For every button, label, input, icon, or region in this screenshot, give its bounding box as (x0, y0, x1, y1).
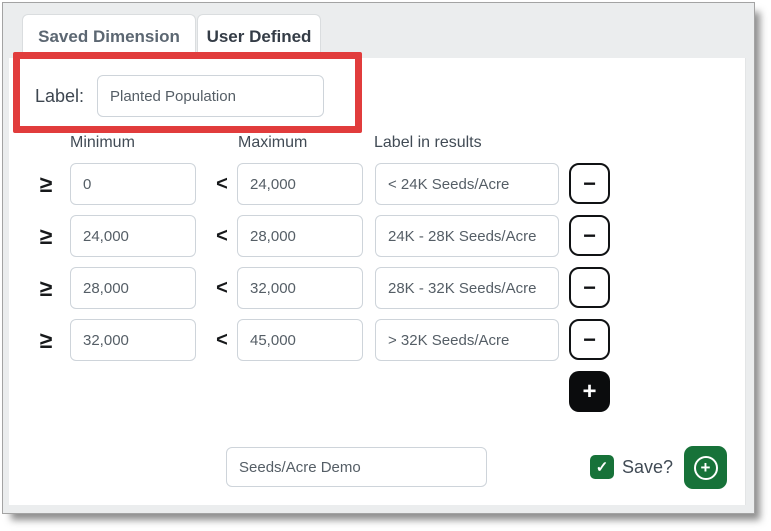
save-checkbox-label: Save? (622, 456, 674, 477)
checkmark-icon: ✓ (595, 459, 609, 476)
column-header-label-in-results: Label in results (374, 134, 482, 151)
tab-user-defined[interactable]: User Defined (197, 14, 321, 58)
plus-circle-icon: + (693, 455, 718, 480)
maximum-input[interactable] (237, 215, 363, 257)
minimum-input[interactable] (70, 267, 196, 309)
tab-bar: Saved Dimension User Defined (22, 14, 321, 58)
minimum-input[interactable] (70, 163, 196, 205)
add-row-button[interactable]: + (569, 371, 610, 412)
save-dimension-button[interactable]: + (684, 446, 727, 489)
save-checkbox[interactable]: ✓ (590, 455, 614, 479)
minus-icon: − (583, 170, 596, 196)
minus-icon: − (583, 326, 596, 352)
column-header-maximum: Maximum (238, 134, 308, 151)
tab-saved-dimension-label: Saved Dimension (38, 26, 180, 46)
user-defined-panel: Label: Minimum Maximum Label in results … (9, 58, 746, 505)
maximum-input[interactable] (237, 267, 363, 309)
minimum-input[interactable] (70, 319, 196, 361)
greater-equal-symbol: ≥ (39, 274, 53, 301)
minus-icon: − (583, 222, 596, 248)
less-than-symbol: < (216, 276, 228, 299)
plus-icon: + (582, 377, 597, 405)
dimension-label-caption: Label: (35, 85, 85, 106)
range-row: ≥ < − (9, 215, 746, 257)
less-than-symbol: < (216, 328, 228, 351)
minus-icon: − (583, 274, 596, 300)
remove-row-button[interactable]: − (569, 215, 610, 256)
range-row: ≥ < − (9, 163, 746, 205)
dimension-label-input[interactable] (97, 75, 324, 117)
dimension-name-input[interactable] (226, 447, 487, 487)
remove-row-button[interactable]: − (569, 319, 610, 360)
greater-equal-symbol: ≥ (39, 326, 53, 353)
plus-glyph: + (700, 458, 711, 477)
tab-user-defined-label: User Defined (206, 26, 312, 46)
greater-equal-symbol: ≥ (39, 170, 53, 197)
maximum-input[interactable] (237, 163, 363, 205)
less-than-symbol: < (216, 224, 228, 247)
result-label-input[interactable] (375, 163, 559, 205)
tab-saved-dimension[interactable]: Saved Dimension (22, 14, 196, 58)
result-label-input[interactable] (375, 319, 559, 361)
remove-row-button[interactable]: − (569, 163, 610, 204)
app-window: Saved Dimension User Defined Label: Mini… (2, 2, 755, 514)
range-row: ≥ < − (9, 319, 746, 361)
range-row: ≥ < − (9, 267, 746, 309)
minimum-input[interactable] (70, 215, 196, 257)
column-header-minimum: Minimum (70, 134, 135, 151)
less-than-symbol: < (216, 172, 228, 195)
greater-equal-symbol: ≥ (39, 222, 53, 249)
result-label-input[interactable] (375, 267, 559, 309)
maximum-input[interactable] (237, 319, 363, 361)
result-label-input[interactable] (375, 215, 559, 257)
remove-row-button[interactable]: − (569, 267, 610, 308)
